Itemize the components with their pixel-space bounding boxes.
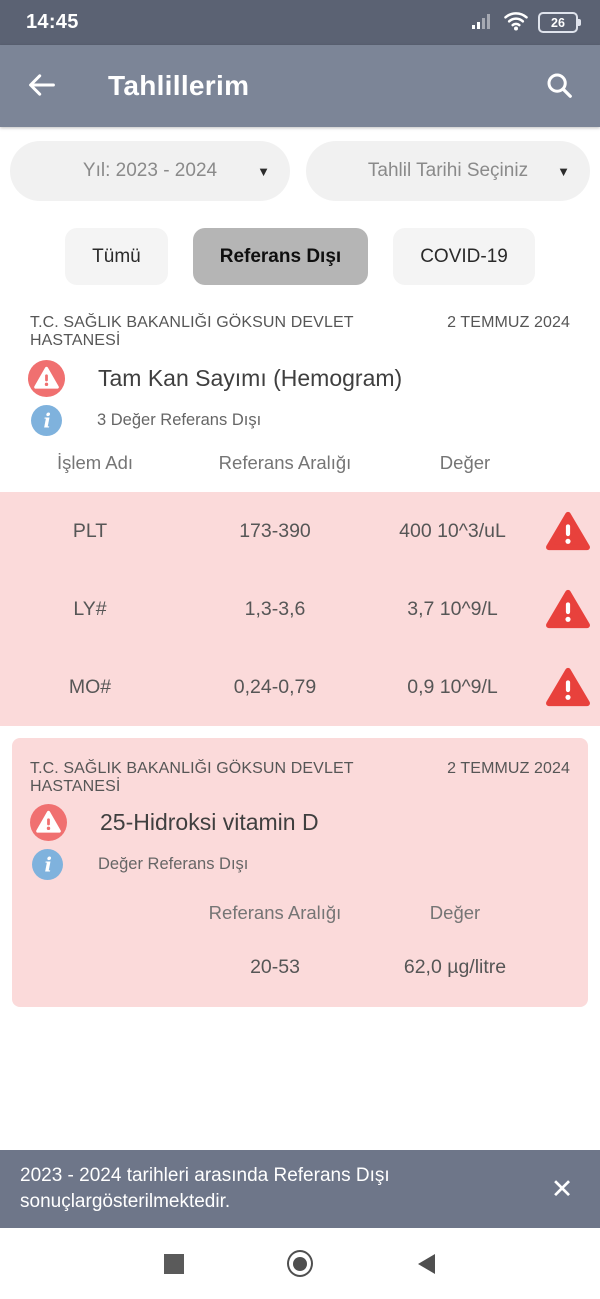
home-circle-icon bbox=[287, 1250, 313, 1277]
back-nav-button[interactable] bbox=[413, 1251, 439, 1277]
lab-result-card-hemogram[interactable]: T.C. SAĞLIK BAKANLIĞI GÖKSUN DEVLET HAST… bbox=[0, 314, 600, 726]
result-filter-tabs: Tümü Referans Dışı COVID-19 bbox=[0, 228, 600, 285]
info-circle-icon[interactable]: i bbox=[32, 849, 63, 880]
hospital-line: T.C. SAĞLIK BAKANLIĞI GÖKSUN DEVLET HAST… bbox=[30, 314, 570, 350]
status-icons: 26 bbox=[472, 10, 581, 36]
filter-row: Yıl: 2023 - 2024 ▼ Tahlil Tarihi Seçiniz… bbox=[0, 127, 600, 201]
clock: 14:45 bbox=[26, 11, 79, 33]
info-circle-icon[interactable]: i bbox=[31, 405, 62, 436]
tab-out-of-reference[interactable]: Referans Dışı bbox=[192, 228, 369, 285]
search-button[interactable] bbox=[544, 70, 574, 103]
recents-button[interactable] bbox=[161, 1251, 187, 1277]
hospital-name: T.C. SAĞLIK BAKANLIĞI GÖKSUN DEVLET HAST… bbox=[30, 760, 354, 795]
alert-circle-icon bbox=[30, 804, 67, 841]
hospital-line: T.C. SAĞLIK BAKANLIĞI GÖKSUN DEVLET HAST… bbox=[30, 760, 570, 796]
wifi-icon bbox=[503, 10, 529, 36]
back-button[interactable] bbox=[26, 71, 58, 102]
test-value: 3,7 10^9/L bbox=[407, 597, 498, 620]
hospital-name: T.C. SAĞLIK BAKANLIĞI GÖKSUN DEVLET HAST… bbox=[30, 314, 354, 349]
test-date-dropdown-placeholder: Tahlil Tarihi Seçiniz bbox=[367, 160, 529, 181]
year-dropdown-value: Yıl: 2023 - 2024 bbox=[82, 160, 218, 181]
search-icon bbox=[544, 70, 574, 103]
back-triangle-icon bbox=[417, 1253, 435, 1274]
report-date: 2 TEMMUZ 2024 bbox=[447, 314, 570, 331]
back-arrow-icon bbox=[26, 71, 58, 102]
reference-range: 20-53 bbox=[250, 956, 300, 978]
snackbar-message: 2023 - 2024 tarihleri arasında Referans … bbox=[20, 1165, 390, 1212]
table-row: 20-53 62,0 µg/litre bbox=[30, 956, 570, 979]
chevron-down-icon: ▼ bbox=[557, 163, 570, 179]
warning-triangle-icon bbox=[535, 666, 600, 708]
year-dropdown[interactable]: Yıl: 2023 - 2024 ▼ bbox=[10, 141, 290, 201]
report-date: 2 TEMMUZ 2024 bbox=[447, 760, 570, 777]
status-bar: 14:45 26 bbox=[0, 0, 600, 45]
test-name: PLT bbox=[72, 519, 108, 542]
test-name: LY# bbox=[73, 597, 107, 620]
recents-square-icon bbox=[164, 1253, 184, 1274]
test-title: Tam Kan Sayımı (Hemogram) bbox=[98, 365, 403, 391]
battery-icon: 26 bbox=[538, 12, 581, 33]
alert-circle-icon bbox=[28, 360, 65, 397]
col-header-test-name: İşlem Adı bbox=[56, 452, 134, 473]
reference-range: 0,24-0,79 bbox=[233, 675, 317, 698]
test-value: 62,0 µg/litre bbox=[403, 956, 507, 978]
table-header: Referans Aralığı Değer bbox=[30, 902, 570, 924]
out-of-reference-count: Değer Referans Dışı bbox=[98, 855, 249, 873]
table-row: PLT 173-390 400 10^3/uL bbox=[0, 492, 600, 570]
test-date-dropdown[interactable]: Tahlil Tarihi Seçiniz ▼ bbox=[306, 141, 590, 201]
out-of-reference-results: PLT 173-390 400 10^3/uL LY# 1,3-3,6 3,7 … bbox=[0, 492, 600, 726]
col-header-value: Değer bbox=[429, 902, 481, 923]
svg-text:i: i bbox=[44, 854, 51, 877]
snackbar: 2023 - 2024 tarihleri arasında Referans … bbox=[0, 1150, 600, 1228]
reference-range: 173-390 bbox=[239, 519, 311, 542]
svg-text:i: i bbox=[43, 410, 50, 433]
test-value: 0,9 10^9/L bbox=[407, 675, 498, 698]
app-bar: Tahlillerim bbox=[0, 45, 600, 127]
signal-strength-icon bbox=[472, 11, 494, 34]
reference-range: 1,3-3,6 bbox=[244, 597, 306, 620]
test-value: 400 10^3/uL bbox=[399, 519, 506, 542]
col-header-reference-range: Referans Aralığı bbox=[208, 902, 342, 923]
chevron-down-icon: ▼ bbox=[257, 163, 270, 179]
snackbar-close-button[interactable]: ✕ bbox=[540, 1167, 584, 1211]
table-row: MO# 0,24-0,79 0,9 10^9/L bbox=[0, 648, 600, 726]
test-name: MO# bbox=[68, 675, 112, 698]
warning-triangle-icon bbox=[535, 588, 600, 630]
page-title: Tahlillerim bbox=[108, 70, 250, 101]
close-icon: ✕ bbox=[550, 1173, 574, 1204]
lab-result-card-vitamin-d[interactable]: T.C. SAĞLIK BAKANLIĞI GÖKSUN DEVLET HAST… bbox=[12, 738, 588, 1007]
out-of-reference-count: 3 Değer Referans Dışı bbox=[97, 411, 262, 429]
table-row: LY# 1,3-3,6 3,7 10^9/L bbox=[0, 570, 600, 648]
tab-covid19[interactable]: COVID-19 bbox=[393, 228, 535, 285]
warning-triangle-icon bbox=[535, 510, 600, 552]
col-header-reference-range: Referans Aralığı bbox=[218, 452, 352, 473]
tab-all[interactable]: Tümü bbox=[65, 228, 168, 285]
android-navigation-bar bbox=[0, 1228, 600, 1299]
home-button[interactable] bbox=[287, 1250, 313, 1277]
col-header-value: Değer bbox=[439, 452, 491, 473]
table-header: İşlem Adı Referans Aralığı Değer bbox=[0, 444, 600, 482]
test-title: 25-Hidroksi vitamin D bbox=[100, 809, 319, 835]
